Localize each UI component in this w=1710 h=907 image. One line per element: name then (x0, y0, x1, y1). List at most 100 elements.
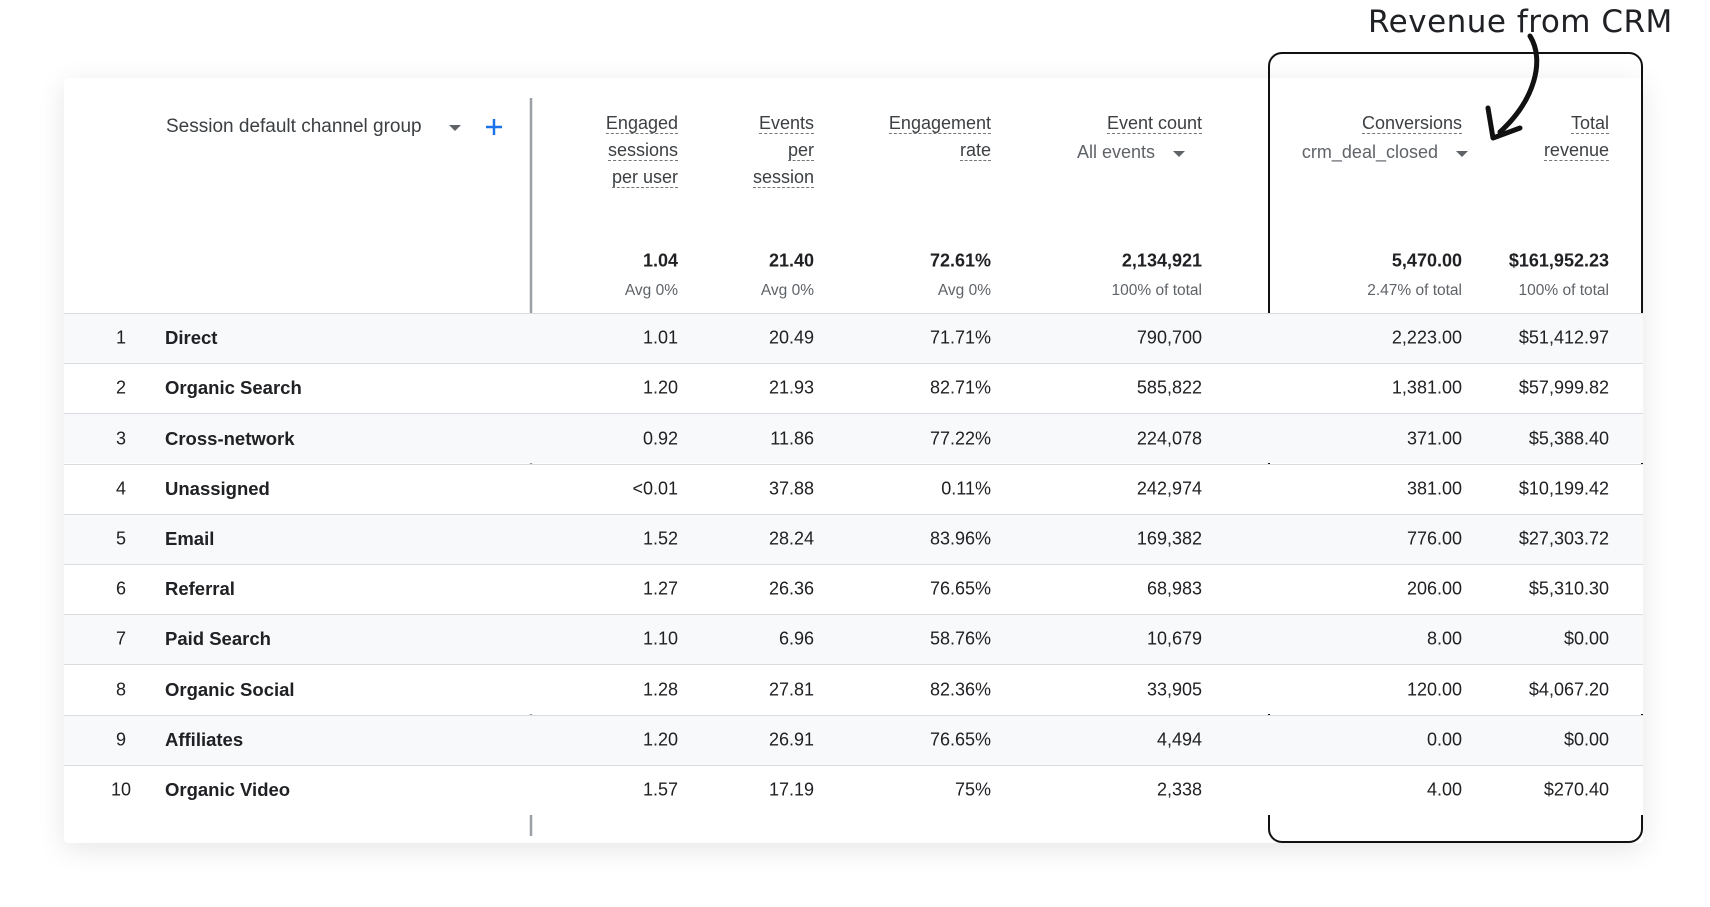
row-rank: 1 (115, 327, 127, 348)
row-rank: 7 (115, 628, 127, 649)
metric-selector[interactable]: All events (1076, 142, 1155, 162)
cell-value: 2,223.00 (1391, 327, 1462, 348)
total-value: 2,134,921 (1121, 250, 1202, 271)
row-rank: 9 (115, 729, 127, 750)
cell-value: $10,199.42 (1518, 478, 1609, 499)
cell-value: 206.00 (1406, 578, 1462, 599)
channel-name: Referral (165, 578, 235, 600)
cell-value: $270.40 (1543, 779, 1609, 800)
total-value: 72.61% (929, 250, 991, 271)
dropdown-caret[interactable] (449, 125, 461, 131)
column-header[interactable]: Engaged (605, 113, 678, 134)
row-rank: 3 (115, 428, 127, 448)
cell-value: 371.00 (1406, 428, 1462, 448)
cell-value: 4.00 (1426, 779, 1462, 800)
cell-value: 1.52 (642, 528, 678, 549)
dimension-selector[interactable]: Session default channel group (166, 116, 422, 137)
column-header[interactable]: sessions (607, 140, 678, 161)
table-row (64, 664, 1643, 715)
column-header[interactable]: per (787, 140, 814, 161)
total-note: 100% of total (1518, 282, 1609, 299)
channel-name: Organic Search (165, 377, 302, 399)
cell-value: $5,310.30 (1528, 578, 1609, 599)
annotation: Revenue from CRM (1368, 4, 1673, 40)
column-header[interactable]: Event count (1106, 113, 1202, 134)
table-row (64, 614, 1643, 665)
cell-value: <0.01 (632, 478, 678, 499)
add-dimension[interactable] (486, 119, 502, 135)
column-header[interactable]: Engagement (888, 113, 991, 134)
cell-value: 11.86 (770, 428, 814, 448)
channel-name: Paid Search (165, 628, 271, 650)
cell-value: 68,983 (1146, 578, 1202, 599)
cell-value: 1.01 (642, 327, 678, 348)
row-rank: 2 (115, 377, 127, 398)
table-row (64, 313, 1643, 363)
cell-value: 242,974 (1136, 478, 1202, 499)
metric-selector[interactable]: crm_deal_closed (1301, 142, 1438, 162)
column-header[interactable]: per user (611, 167, 678, 188)
row-rank: 6 (115, 578, 127, 599)
dropdown-caret[interactable] (1173, 151, 1185, 157)
column-header[interactable]: rate (959, 140, 991, 161)
cell-value: $4,067.20 (1528, 679, 1609, 699)
cell-value: $0.00 (1563, 628, 1609, 649)
channel-name: Unassigned (165, 477, 270, 499)
total-note: Avg 0% (937, 282, 991, 299)
cell-value: 17.19 (768, 779, 814, 800)
cell-value: 1.57 (642, 779, 678, 800)
cell-value: 76.65% (929, 578, 991, 599)
cell-value: $27,303.72 (1518, 528, 1609, 549)
table-row (64, 413, 1643, 464)
cell-value: 0.92 (642, 428, 678, 448)
total-value: 5,470.00 (1391, 250, 1462, 271)
cell-value: 585,822 (1136, 377, 1202, 398)
arrow (1497, 33, 1540, 135)
table-row (64, 363, 1643, 414)
arrow-head (1485, 105, 1523, 141)
channel-name: Email (165, 527, 215, 549)
cell-value: 1.20 (642, 729, 678, 750)
cell-value: 83.96% (929, 528, 991, 549)
cell-value: 1.20 (642, 377, 678, 398)
channel-name: Cross-network (165, 427, 295, 449)
table-row (64, 564, 1643, 614)
channel-name: Direct (165, 327, 218, 349)
row-rank: 4 (115, 478, 127, 499)
cell-value: 224,078 (1136, 428, 1202, 448)
column-header[interactable]: revenue (1543, 140, 1609, 161)
row-rank: 5 (115, 528, 127, 549)
cell-value: 27.81 (768, 679, 814, 699)
cell-value: 58.76% (929, 628, 991, 649)
column-header[interactable]: Events (758, 113, 814, 134)
cell-value: $51,412.97 (1518, 327, 1609, 348)
total-note: Avg 0% (760, 282, 814, 299)
channel-name: Organic Video (165, 778, 291, 800)
cell-value: $0.00 (1563, 729, 1609, 750)
cell-value: 4,494 (1156, 729, 1202, 750)
total-note: 100% of total (1111, 282, 1202, 299)
cell-value: 1,381.00 (1391, 377, 1462, 398)
column-header[interactable]: Conversions (1361, 113, 1462, 134)
channel-name: Affiliates (165, 728, 244, 750)
cell-value: 0.00 (1426, 729, 1462, 750)
cell-value: 8.00 (1426, 628, 1462, 649)
cell-value: 790,700 (1136, 327, 1202, 348)
cell-value: 10,679 (1146, 628, 1202, 649)
total-value: 1.04 (642, 250, 678, 271)
total-note: 2.47% of total (1367, 282, 1462, 299)
channel-name: Organic Social (165, 678, 295, 700)
cell-value: 26.36 (768, 578, 814, 599)
column-header[interactable]: Total (1570, 113, 1609, 134)
cell-value: 381.00 (1406, 478, 1462, 499)
table-row (64, 764, 1643, 815)
cell-value: 76.65% (929, 729, 991, 750)
column-header[interactable]: session (752, 167, 814, 188)
cell-value: 21.93 (768, 377, 814, 398)
row-rank: 8 (115, 679, 127, 699)
cell-value: 20.49 (768, 327, 814, 348)
table-row (64, 463, 1643, 514)
cell-value: 37.88 (768, 478, 814, 499)
dropdown-caret[interactable] (1456, 151, 1468, 157)
cell-value: 6.96 (778, 628, 814, 649)
